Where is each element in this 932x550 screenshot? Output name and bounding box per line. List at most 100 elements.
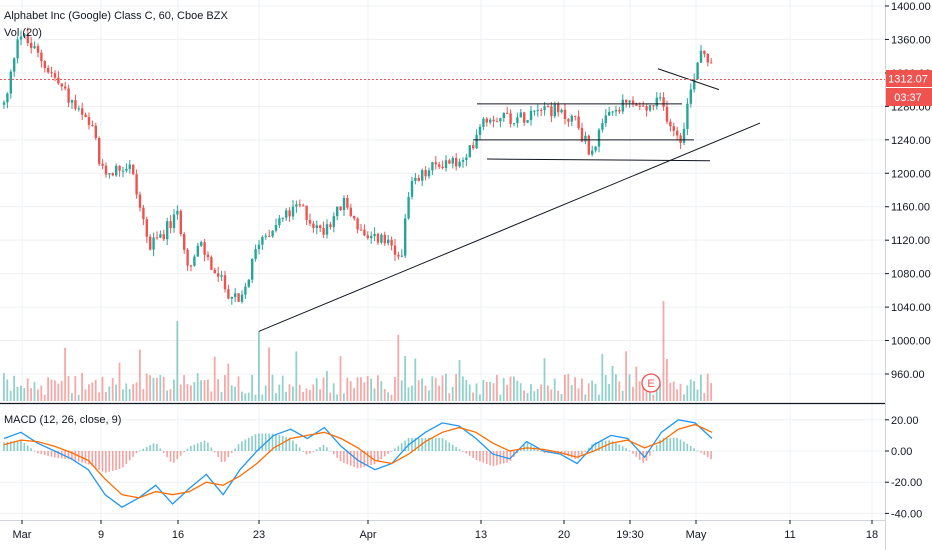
macd-histogram-bar bbox=[50, 451, 53, 457]
volume-bar bbox=[309, 390, 311, 401]
macd-histogram-bar bbox=[13, 440, 15, 451]
candle-body bbox=[60, 83, 63, 87]
candle-body bbox=[696, 62, 699, 80]
volume-bar bbox=[655, 389, 658, 401]
volume-bar bbox=[543, 358, 546, 401]
macd-histogram-bar bbox=[581, 451, 583, 455]
time-axis-label: 23 bbox=[253, 529, 265, 541]
earnings-marker[interactable]: E bbox=[641, 373, 661, 393]
candle-body bbox=[322, 227, 325, 235]
macd-histogram-bar bbox=[625, 448, 627, 451]
volume-bar bbox=[6, 379, 9, 401]
candle-body bbox=[346, 197, 349, 208]
volume-bar bbox=[193, 382, 196, 401]
volume-bar bbox=[628, 374, 631, 401]
volume-bar bbox=[615, 374, 617, 401]
macd-histogram-bar bbox=[183, 451, 185, 453]
macd-histogram-bar bbox=[455, 446, 457, 451]
volume-bar bbox=[210, 391, 213, 401]
candle-body bbox=[6, 93, 9, 103]
volume-bar bbox=[468, 384, 471, 401]
candle-body bbox=[618, 109, 621, 112]
candle-body bbox=[601, 123, 604, 130]
candle-body bbox=[465, 157, 468, 161]
volume-bar bbox=[237, 376, 240, 401]
time-axis-label: 16 bbox=[172, 529, 184, 541]
macd-axis-label: -40.00 bbox=[891, 508, 922, 520]
macd-histogram-bar bbox=[16, 440, 19, 451]
candle-body bbox=[604, 115, 607, 124]
candle-body bbox=[237, 293, 240, 302]
volume-bar bbox=[162, 376, 165, 401]
macd-histogram-bar bbox=[128, 451, 131, 461]
candle-body bbox=[672, 126, 675, 131]
time-axis[interactable]: Mar 9 16 23 Apr 13 20 19:30 May 11 18 bbox=[13, 520, 879, 541]
trendline[interactable] bbox=[258, 122, 761, 332]
volume-bar bbox=[499, 394, 502, 401]
volume-bar bbox=[200, 380, 202, 401]
candle-body bbox=[210, 257, 213, 270]
candle-body bbox=[621, 99, 624, 112]
volume-bar bbox=[523, 390, 525, 401]
candle-body bbox=[2, 102, 6, 105]
candle-body bbox=[366, 235, 369, 239]
candle-body bbox=[176, 210, 179, 215]
candle-body bbox=[87, 117, 91, 126]
candle-body bbox=[475, 134, 478, 149]
volume-bar bbox=[649, 386, 651, 401]
candle-body bbox=[523, 112, 526, 123]
macd-histogram-bar bbox=[98, 451, 100, 470]
macd-histogram-bar bbox=[210, 447, 213, 451]
candle-body bbox=[298, 204, 301, 206]
macd-histogram-bar bbox=[377, 451, 379, 462]
candle-body bbox=[560, 109, 563, 113]
volume-bar bbox=[380, 381, 383, 401]
macd-histogram-bar bbox=[649, 451, 651, 456]
candle-body bbox=[444, 160, 448, 169]
candle-body bbox=[125, 168, 128, 171]
macd-histogram-bar bbox=[703, 451, 706, 455]
macd-axis[interactable]: 20.00 0.00 -20.00 -40.00 bbox=[885, 415, 922, 521]
macd-histogram-bar bbox=[628, 450, 631, 452]
macd-histogram-bar bbox=[71, 451, 73, 460]
macd-histogram-bar bbox=[472, 451, 474, 458]
candle-body bbox=[608, 111, 611, 116]
macd-histogram-bar bbox=[26, 445, 29, 451]
macd-histogram-bar bbox=[3, 442, 5, 451]
macd-histogram-bar bbox=[81, 451, 83, 463]
candle-body bbox=[550, 106, 553, 117]
candle-body bbox=[577, 116, 580, 129]
volume-bar bbox=[30, 388, 32, 401]
volume-bar bbox=[458, 360, 461, 401]
candle-body bbox=[261, 236, 264, 245]
volume-bar bbox=[710, 383, 712, 401]
macd-histogram-bar bbox=[149, 445, 151, 451]
macd-histogram-bar bbox=[339, 451, 342, 462]
macd-histogram-bar bbox=[336, 451, 338, 458]
volume-bar bbox=[683, 394, 685, 401]
macd-histogram-bar bbox=[611, 440, 614, 451]
time-axis-label: 20 bbox=[558, 529, 570, 541]
volume-bar bbox=[254, 394, 257, 401]
trendline[interactable] bbox=[486, 158, 711, 162]
trendlines[interactable] bbox=[258, 68, 761, 332]
candle-body bbox=[155, 237, 159, 239]
candle-body bbox=[291, 206, 295, 217]
volume-bar bbox=[60, 380, 63, 401]
volume-bar bbox=[492, 383, 495, 401]
volume-bar bbox=[302, 391, 304, 401]
price-axis[interactable]: 1400.001360.001320.001280.001240.001200.… bbox=[885, 1, 931, 381]
volume-bar bbox=[98, 392, 100, 401]
volume-bar bbox=[312, 384, 315, 401]
volume-bar bbox=[67, 376, 70, 401]
candle-body bbox=[353, 215, 356, 219]
volume-bar bbox=[166, 390, 168, 401]
candle-body bbox=[553, 104, 556, 117]
candle-body bbox=[33, 46, 36, 49]
volume-bar bbox=[196, 373, 199, 401]
candle-body bbox=[546, 106, 550, 108]
volume-bar bbox=[533, 391, 536, 401]
macd-histogram-bar bbox=[397, 445, 400, 451]
candle-body bbox=[574, 115, 577, 117]
